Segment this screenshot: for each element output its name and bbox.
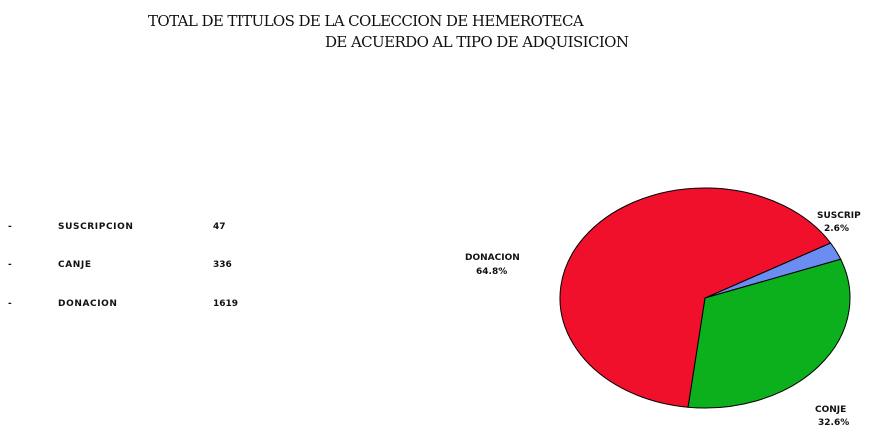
pie-labels: SUSCRIP 2.6% CONJE 32.6% DONACION 64.8%	[465, 211, 861, 428]
table-row: - CANJE 336	[0, 260, 300, 278]
table-row: - DONACION 1619	[0, 299, 300, 317]
table-bullet: -	[8, 299, 12, 309]
table-value: 336	[213, 260, 232, 270]
table-category: SUSCRIPCION	[58, 222, 134, 232]
table-category: DONACION	[58, 299, 118, 309]
pie-slices	[559, 187, 851, 409]
table-bullet: -	[8, 260, 12, 270]
slice-percent-suscrip: 2.6%	[824, 224, 849, 234]
chart-subtitle: DE ACUERDO AL TIPO DE ADQUISICION	[325, 33, 629, 51]
pie-slice-donacion	[559, 187, 832, 408]
table-category: CANJE	[58, 260, 92, 270]
slice-label-donacion: DONACION	[465, 253, 520, 263]
pie-slice-canje	[687, 258, 851, 409]
chart-title: TOTAL DE TITULOS DE LA COLECCION DE HEME…	[148, 12, 584, 30]
slice-percent-canje: 32.6%	[818, 418, 849, 428]
table-bullet: -	[8, 222, 12, 232]
slice-percent-donacion: 64.8%	[476, 267, 507, 277]
slice-label-suscrip: SUSCRIP	[817, 211, 861, 221]
table-value: 47	[213, 222, 226, 232]
table-value: 1619	[213, 299, 239, 309]
slice-label-canje: CONJE	[815, 405, 846, 415]
table-row: - SUSCRIPCION 47	[0, 222, 300, 240]
